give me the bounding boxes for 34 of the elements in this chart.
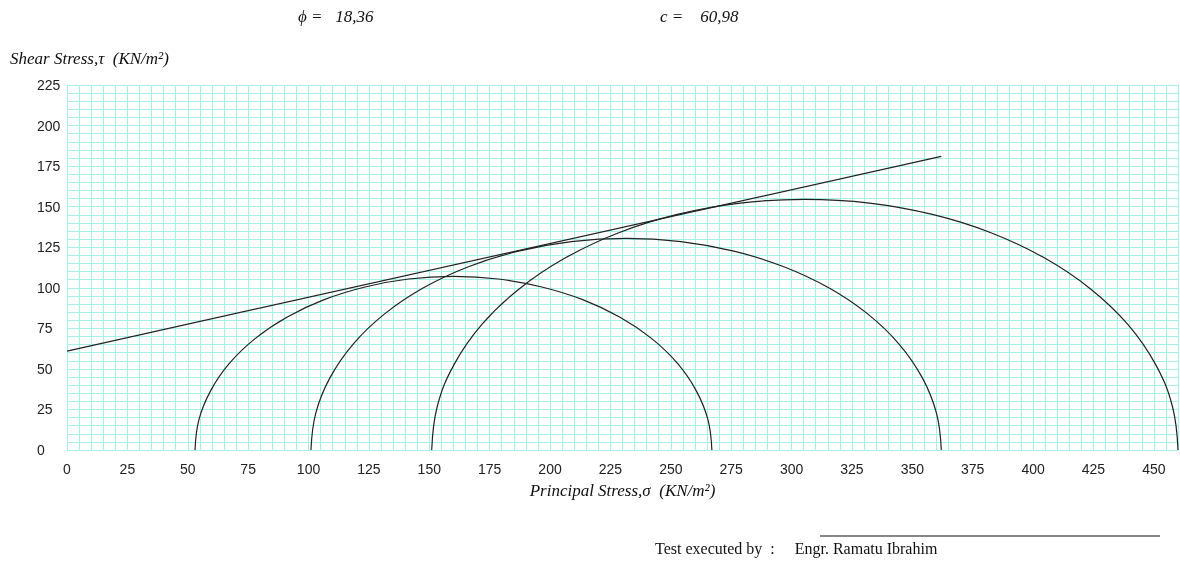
x-tick-label: 225 bbox=[598, 461, 623, 477]
text: ϕ = 18,36 bbox=[298, 7, 375, 26]
y-tick-label: 175 bbox=[37, 158, 61, 175]
x-tick-label: 350 bbox=[900, 461, 925, 477]
x-tick-label: 150 bbox=[417, 461, 442, 477]
y-tick-label: 25 bbox=[37, 401, 53, 418]
x-tick-label: 250 bbox=[659, 461, 683, 477]
x-tick-label: 0 bbox=[63, 461, 72, 477]
y-tick-label: 50 bbox=[37, 360, 53, 377]
x-tick-label: 25 bbox=[119, 461, 136, 477]
x-tick-label: 375 bbox=[961, 461, 985, 477]
y-tick-label: 100 bbox=[37, 279, 61, 296]
y-tick-label: 75 bbox=[37, 320, 53, 337]
y-tick-label: 225 bbox=[37, 77, 61, 93]
y-tick-label: 150 bbox=[37, 198, 61, 215]
x-tick-label: 125 bbox=[357, 461, 381, 477]
x-tick-label: 300 bbox=[779, 461, 804, 477]
x-axis-title: Principal Stress,σ (KN/m²) bbox=[528, 481, 716, 500]
y-tick-label: 200 bbox=[37, 117, 61, 134]
x-tick-label: 50 bbox=[179, 461, 196, 477]
text: Test executed by : Engr. Ramatu Ibrahim bbox=[655, 539, 938, 558]
x-tick-label: 275 bbox=[719, 461, 744, 477]
y-tick-label: 0 bbox=[37, 442, 45, 458]
x-tick-label: 400 bbox=[1021, 461, 1045, 477]
y-tick-label: 125 bbox=[37, 239, 61, 256]
x-tick-label: 75 bbox=[240, 461, 257, 477]
x-tick-label: 175 bbox=[477, 461, 502, 477]
x-tick-label: 425 bbox=[1081, 461, 1106, 477]
x-tick-label: 325 bbox=[840, 461, 864, 477]
x-tick-label: 100 bbox=[296, 461, 321, 477]
y-axis-title: Shear Stress,τ (KN/m²) bbox=[10, 49, 170, 68]
text: c = 60,98 bbox=[660, 7, 740, 26]
x-tick-label: 450 bbox=[1142, 461, 1166, 477]
x-tick-label: 200 bbox=[538, 461, 562, 477]
